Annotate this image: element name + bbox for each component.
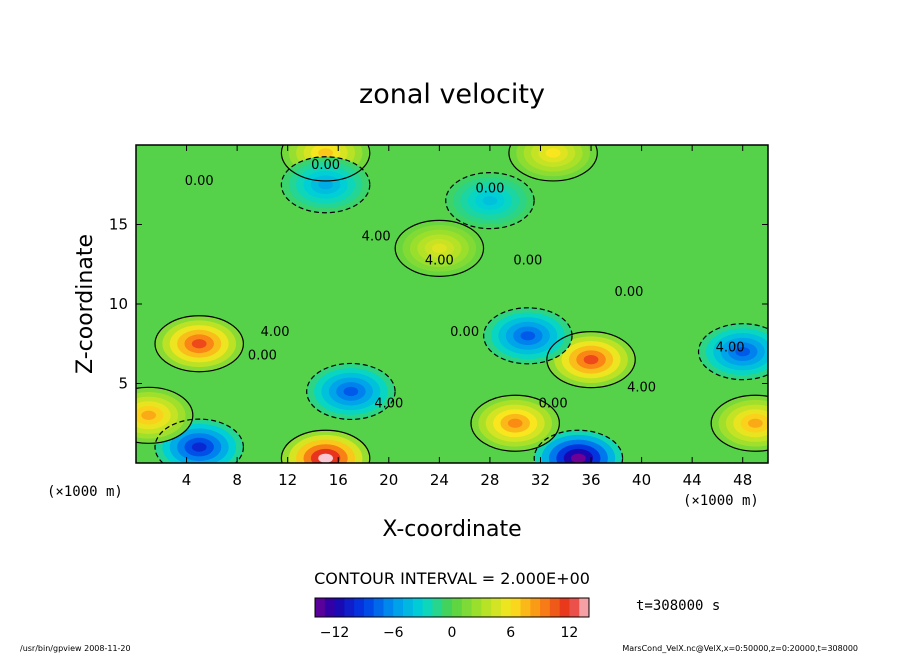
contour-label: 0.00 bbox=[475, 182, 504, 197]
contour-label: 0.00 bbox=[248, 349, 277, 364]
colorbar-segment bbox=[550, 598, 560, 617]
colorbar-segment bbox=[491, 598, 501, 617]
field-cell bbox=[508, 419, 523, 428]
field-cell bbox=[432, 244, 447, 253]
contour-label: 0.00 bbox=[185, 174, 214, 189]
chart-title: zonal velocity bbox=[359, 79, 545, 110]
colorbar-segment bbox=[354, 598, 364, 617]
contour-label: 4.00 bbox=[374, 396, 403, 411]
contour-label: 0.00 bbox=[513, 253, 542, 268]
x-tick-label: 44 bbox=[683, 471, 702, 489]
x-tick-label: 4 bbox=[182, 471, 192, 489]
y-tick-label: 5 bbox=[118, 375, 128, 393]
colorbar-segment bbox=[462, 598, 472, 617]
contour-interval: CONTOUR INTERVAL = 2.000E+00 bbox=[314, 569, 590, 588]
contour-label: 0.00 bbox=[450, 325, 479, 340]
contour-label: 4.00 bbox=[425, 253, 454, 268]
colorbar-tick-label: 12 bbox=[561, 625, 579, 641]
x-tick-label: 24 bbox=[430, 471, 449, 489]
x-tick-label: 28 bbox=[480, 471, 499, 489]
contour-label: 0.00 bbox=[614, 285, 643, 300]
footer-left: /usr/bin/gpview 2008-11-20 bbox=[20, 644, 131, 653]
footer-right: MarsCond_VelX.nc@VelX,x=0:50000,z=0:2000… bbox=[622, 644, 858, 653]
colorbar-segment bbox=[364, 598, 374, 617]
colorbar-segment bbox=[530, 598, 540, 617]
colorbar-segment bbox=[481, 598, 491, 617]
field-cell bbox=[483, 196, 498, 205]
colorbar-segment bbox=[374, 598, 384, 617]
colorbar-tick-label: 0 bbox=[448, 625, 457, 641]
colorbar-segment bbox=[423, 598, 433, 617]
colorbar-tick-label: 6 bbox=[506, 625, 515, 641]
field-cell bbox=[571, 454, 586, 463]
colorbar-segment bbox=[335, 598, 345, 617]
colorbar-tick-label: −12 bbox=[320, 625, 350, 641]
x-tick-label: 40 bbox=[632, 471, 651, 489]
field-cell bbox=[141, 411, 156, 420]
time-label: t=308000 s bbox=[636, 598, 720, 614]
x-tick-label: 8 bbox=[232, 471, 242, 489]
contour-label: 0.00 bbox=[539, 396, 568, 411]
colorbar-segment bbox=[442, 598, 452, 617]
x-tick-label: 48 bbox=[733, 471, 752, 489]
colorbar-ticks: −12 −6 0 6 12 bbox=[320, 625, 579, 641]
colorbar-segment bbox=[511, 598, 521, 617]
colorbar-segment bbox=[560, 598, 570, 617]
x-tick-label: 20 bbox=[379, 471, 398, 489]
field-cell bbox=[192, 339, 207, 348]
colorbar-segment bbox=[569, 598, 579, 617]
x-axis-label: X-coordinate bbox=[382, 517, 521, 542]
field-cell bbox=[546, 148, 561, 157]
field-cell bbox=[584, 355, 599, 364]
x-tick-label: 32 bbox=[531, 471, 550, 489]
colorbar-segment bbox=[413, 598, 423, 617]
x-unit-right: (×1000 m) bbox=[683, 493, 759, 509]
field-cell bbox=[748, 419, 763, 428]
y-axis-label: Z-coordinate bbox=[73, 234, 98, 374]
colorbar-segment bbox=[384, 598, 394, 617]
colorbar-segment bbox=[315, 598, 325, 617]
x-unit-left: (×1000 m) bbox=[47, 484, 123, 500]
contour-label: 4.00 bbox=[362, 229, 391, 244]
x-tick-label: 12 bbox=[278, 471, 297, 489]
y-tick-label: 15 bbox=[109, 216, 128, 234]
colorbar-segment bbox=[452, 598, 462, 617]
field-cell bbox=[318, 454, 333, 463]
field-cell bbox=[344, 387, 359, 396]
colorbar-segment bbox=[472, 598, 482, 617]
colorbar-segment bbox=[501, 598, 511, 617]
colorbar-segment bbox=[579, 598, 589, 617]
colorbar-segment bbox=[403, 598, 413, 617]
field-cell bbox=[520, 331, 535, 340]
x-tick-label: 36 bbox=[581, 471, 600, 489]
colorbar-segment bbox=[540, 598, 550, 617]
colorbar-tick-label: −6 bbox=[383, 625, 404, 641]
y-tick-label: 10 bbox=[109, 295, 128, 313]
field-cell bbox=[192, 442, 207, 451]
colorbar-segment bbox=[344, 598, 354, 617]
colorbar-segment bbox=[521, 598, 531, 617]
colorbar bbox=[315, 598, 590, 617]
colorbar-segment bbox=[432, 598, 442, 617]
contour-label: 4.00 bbox=[716, 341, 745, 356]
contour-label: 4.00 bbox=[627, 380, 656, 395]
colorbar-segment bbox=[393, 598, 403, 617]
contour-label: 0.00 bbox=[311, 158, 340, 173]
colorbar-segment bbox=[325, 598, 335, 617]
x-tick-label: 16 bbox=[329, 471, 348, 489]
contour-label: 4.00 bbox=[261, 325, 290, 340]
